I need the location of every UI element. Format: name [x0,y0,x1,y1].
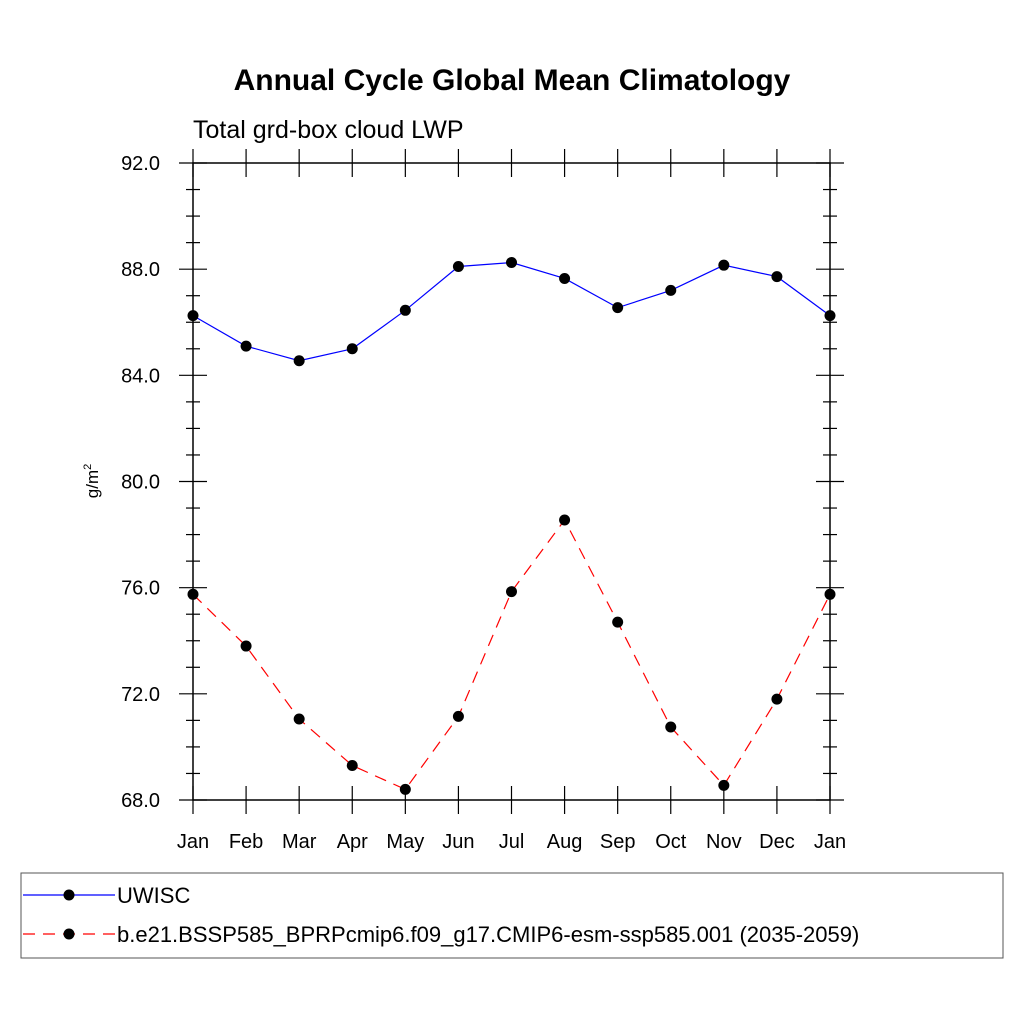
legend-label-uwisc: UWISC [117,883,190,908]
data-point [240,640,252,652]
series-line-1 [192,518,831,791]
axes-ticks [179,149,844,814]
y-tick-label: 80.0 [121,472,160,494]
x-tick-label: Dec [759,831,795,853]
chart-title: Annual Cycle Global Mean Climatology [234,64,791,97]
data-point [293,355,305,367]
y-tick-label: 68.0 [121,790,160,812]
legend-marker-uwisc [63,889,75,901]
data-point [771,693,783,705]
x-tick-label: Jan [814,831,846,853]
data-point [612,302,624,314]
data-point [399,783,411,795]
data-point [559,514,571,526]
data-point [346,759,358,771]
data-point [718,259,730,271]
data-point [612,616,624,628]
legend-label-ssp585: b.e21.BSSP585_BPRPcmip6.f09_g17.CMIP6-es… [117,922,859,947]
chart-subtitle: Total grd-box cloud LWP [193,116,464,144]
y-tick-label: 84.0 [121,365,160,387]
x-tick-label: Feb [229,831,263,853]
x-tick-labels: Jan Feb Mar Apr May Jun Jul Aug Sep Oct Nov Dec Jan [177,831,846,853]
x-tick-label: Jan [177,831,209,853]
data-point [718,779,730,791]
legend: UWISC b.e21.BSSP585_BPRPcmip6.f09_g17.CM… [20,872,1004,959]
y-tick-label: 92.0 [121,153,160,175]
data-point [665,721,677,733]
x-tick-label: Jun [442,831,474,853]
legend-box [20,872,1004,959]
data-point [240,340,252,352]
data-point [452,261,464,273]
x-tick-label: Aug [547,831,583,853]
data-point [452,710,464,722]
x-tick-label: Jul [499,831,525,853]
series-layer [187,257,836,795]
series-line-0 [192,261,831,362]
plot-frame [192,162,831,801]
data-point [665,284,677,296]
data-point [506,257,517,269]
series-0 [187,257,836,367]
y-tick-label: 76.0 [121,578,160,600]
y-axis-label-base: g/m [83,470,102,498]
x-tick-label: Apr [337,831,368,853]
legend-marker-ssp585 [63,928,75,940]
data-point [559,272,571,284]
x-tick-label: Mar [282,831,317,853]
data-point [399,304,411,316]
x-tick-label: Sep [600,831,636,853]
data-point [506,586,517,598]
y-tick-label: 88.0 [121,259,160,281]
data-point [346,343,358,355]
y-tick-labels: 68.0 72.0 76.0 80.0 84.0 88.0 92.0 [121,153,160,812]
data-point [293,713,305,725]
data-point [771,271,783,283]
x-tick-label: Nov [706,831,742,853]
y-axis-label-superscript: 2 [82,464,94,470]
series-1 [187,514,836,795]
x-tick-label: May [386,831,424,853]
y-axis-label: g/m2 [82,464,102,498]
y-tick-label: 72.0 [121,684,160,706]
x-tick-label: Oct [655,831,687,853]
